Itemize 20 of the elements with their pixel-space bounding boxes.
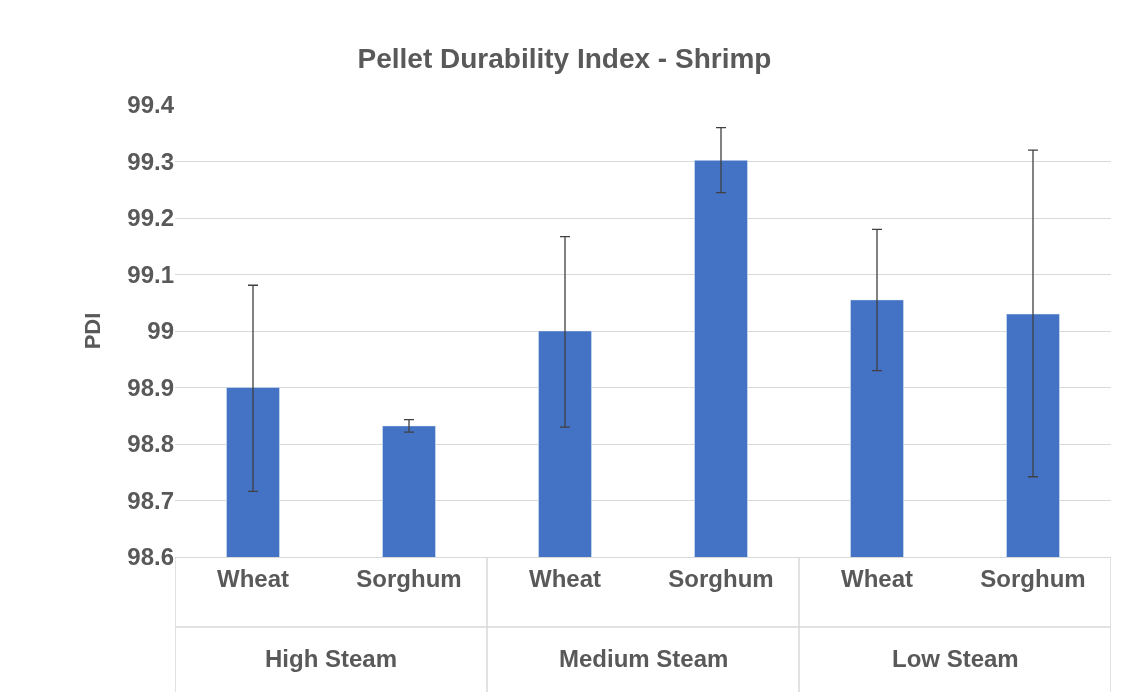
chart-title: Pellet Durability Index - Shrimp — [357, 43, 772, 75]
text: Low Steam — [892, 645, 1019, 672]
x-tick-label: Wheat — [217, 564, 290, 592]
text: Medium Steam — [559, 645, 729, 672]
x-tick-label: Wheat — [841, 564, 914, 592]
x-tick-label: Sorghum — [356, 564, 462, 592]
x-tick-label: Sorghum — [980, 564, 1086, 592]
y-tick-label: 99.1 — [127, 260, 174, 288]
y-tick-label: 98.7 — [127, 486, 174, 514]
y-tick-label: 99.4 — [127, 91, 175, 119]
y-tick-label: 98.9 — [127, 373, 174, 401]
x-tick-label: Sorghum — [668, 564, 774, 592]
y-tick-label: 98.8 — [127, 430, 174, 458]
y-tick-label: 99.3 — [127, 147, 174, 175]
y-axis-title: PDI — [80, 312, 106, 350]
x-tick-label: Wheat — [529, 564, 602, 592]
text: High Steam — [265, 645, 398, 672]
y-tick-label: 99 — [147, 317, 174, 345]
y-tick-label: 99.2 — [127, 204, 174, 232]
y-tick-label: 98.6 — [127, 543, 174, 571]
